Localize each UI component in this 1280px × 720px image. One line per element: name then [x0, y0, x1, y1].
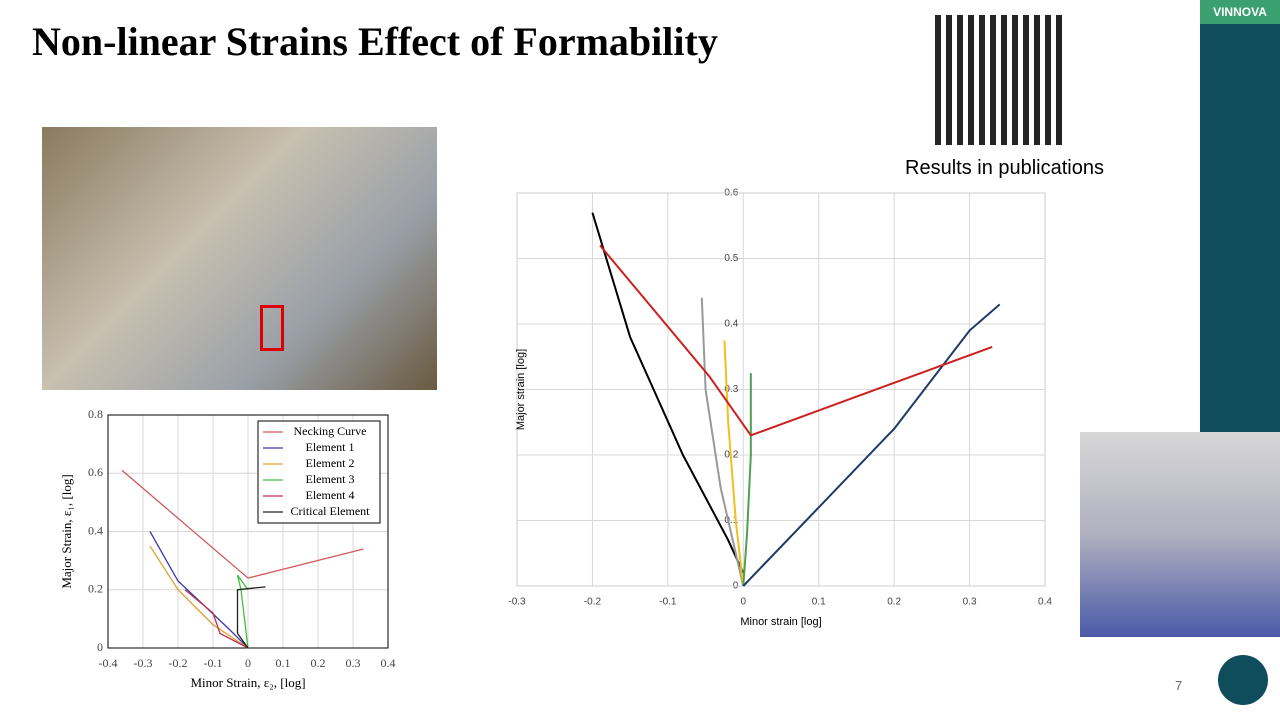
legend-label: Element 4	[306, 488, 355, 502]
webcam	[1080, 432, 1280, 637]
photo	[42, 127, 437, 390]
legend-label: Element 1	[306, 440, 355, 454]
x-tick-label: -0.1	[659, 597, 677, 608]
side-bar	[1200, 0, 1280, 432]
slide-title: Non-linear Strains Effect of Formability	[32, 19, 718, 64]
legend-label: Element 2	[306, 456, 355, 470]
series-line	[236, 586, 266, 649]
x-tick-label: 0.1	[812, 597, 826, 608]
y-tick-label: 0.3	[724, 384, 738, 395]
series-line	[184, 589, 249, 649]
series-line	[700, 297, 745, 587]
series-line	[149, 545, 249, 649]
highlight-box	[260, 305, 284, 351]
x-tick-label: -0.3	[134, 656, 153, 670]
legend-label: Element 3	[306, 472, 355, 486]
x-axis-label: Minor Strain, ε₂, [log]	[190, 675, 305, 690]
y-axis-label: Major strain [log]	[515, 349, 527, 430]
x-tick-label: 0	[741, 597, 747, 608]
x-tick-label: 0.4	[1038, 597, 1052, 608]
series-line	[723, 340, 745, 587]
x-tick-label: 0.2	[887, 597, 901, 608]
series-line	[742, 303, 1001, 587]
series-line	[599, 244, 993, 437]
y-tick-label: 0.4	[88, 523, 103, 537]
x-tick-label: -0.2	[169, 656, 188, 670]
series-line	[236, 574, 249, 649]
legend-label: Critical Element	[291, 504, 371, 518]
y-axis-label: Major Strain, ε₁, [log]	[59, 474, 74, 588]
x-tick-label: 0.1	[276, 656, 291, 670]
x-tick-label: 0.3	[346, 656, 361, 670]
y-tick-label: 0.5	[724, 253, 738, 264]
x-tick-label: -0.3	[508, 597, 526, 608]
x-tick-label: -0.2	[584, 597, 602, 608]
logo: VINNOVA	[1200, 0, 1280, 24]
plot-frame	[516, 192, 1046, 587]
y-tick-label: 0.1	[724, 515, 738, 526]
y-tick-label: 0.8	[88, 407, 103, 421]
caption: Results in publications	[905, 157, 1104, 179]
series-line	[742, 373, 752, 587]
university-logo	[1218, 655, 1268, 705]
x-tick-label: 0.3	[963, 597, 977, 608]
y-tick-label: 0.6	[88, 465, 103, 479]
series-line	[591, 212, 745, 574]
legend-label: Necking Curve	[294, 424, 367, 438]
y-tick-label: 0	[97, 640, 103, 654]
x-tick-label: -0.4	[99, 656, 118, 670]
y-tick-label: 0.4	[724, 319, 738, 330]
legend	[257, 420, 381, 524]
qr-code	[935, 15, 1065, 145]
y-tick-label: 0.2	[88, 582, 103, 596]
x-tick-label: 0.2	[311, 656, 326, 670]
x-tick-label: 0	[245, 656, 251, 670]
x-tick-label: 0.4	[381, 656, 396, 670]
x-tick-label: -0.1	[204, 656, 223, 670]
series-line	[121, 469, 364, 579]
page-number: 7	[1175, 678, 1183, 693]
x-axis-label: Minor strain [log]	[740, 616, 821, 628]
